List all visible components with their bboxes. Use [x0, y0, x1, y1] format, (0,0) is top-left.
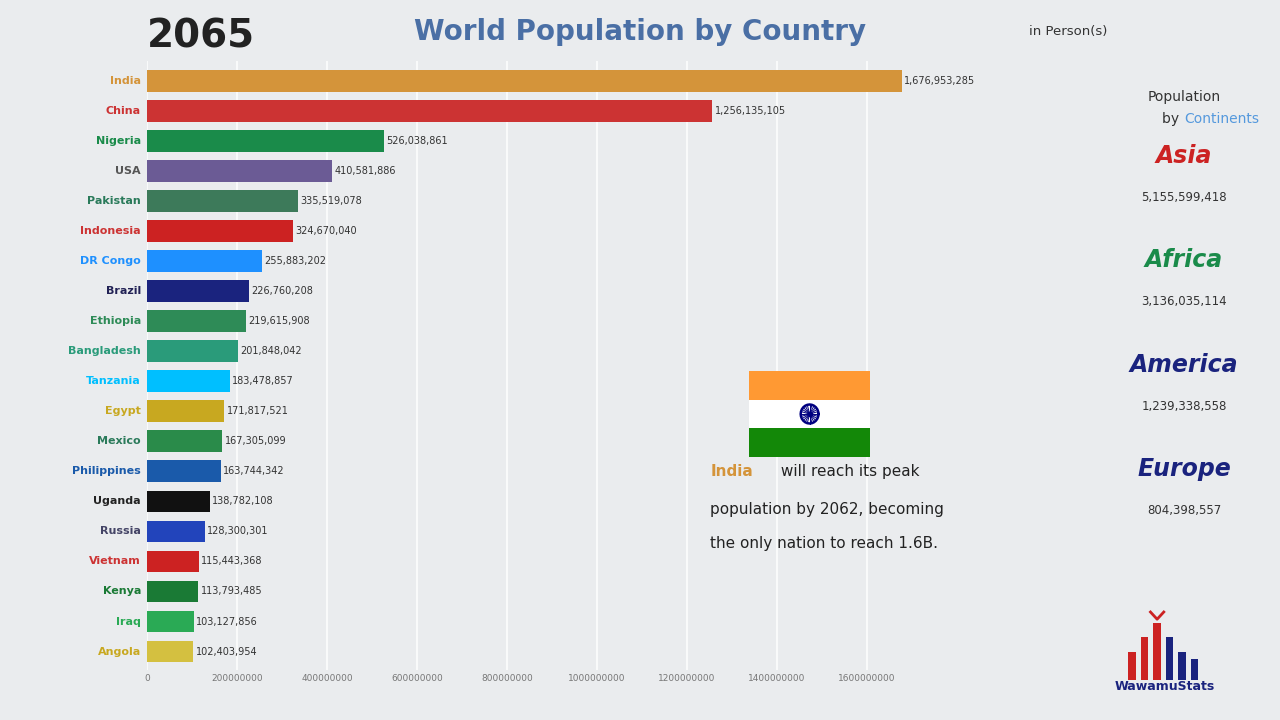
Text: 115,443,368: 115,443,368 [201, 557, 262, 567]
Bar [147, 580, 198, 603]
Bar [147, 400, 224, 422]
Bar [147, 310, 246, 332]
Text: India: India [110, 76, 141, 86]
Text: Tanzania: Tanzania [86, 376, 141, 386]
Text: Uganda: Uganda [93, 496, 141, 506]
Bar [1166, 637, 1174, 680]
Text: 201,848,042: 201,848,042 [241, 346, 302, 356]
Text: 255,883,202: 255,883,202 [265, 256, 326, 266]
Text: 1,239,338,558: 1,239,338,558 [1142, 400, 1226, 413]
Text: Europe: Europe [1137, 457, 1231, 481]
Bar [147, 130, 384, 152]
Text: Philippines: Philippines [72, 467, 141, 477]
Text: 103,127,856: 103,127,856 [196, 616, 257, 626]
Text: 171,817,521: 171,817,521 [227, 406, 288, 416]
Text: 167,305,099: 167,305,099 [225, 436, 287, 446]
Text: population by 2062, becoming: population by 2062, becoming [710, 502, 945, 517]
Text: 183,478,857: 183,478,857 [232, 376, 293, 386]
Bar [1153, 623, 1161, 680]
Text: Egypt: Egypt [105, 406, 141, 416]
Text: Vietnam: Vietnam [90, 557, 141, 567]
Bar [147, 461, 221, 482]
Bar [147, 370, 229, 392]
Text: 1,676,953,285: 1,676,953,285 [904, 76, 975, 86]
Bar [147, 100, 712, 122]
Bar [147, 160, 332, 181]
Text: 2065: 2065 [147, 18, 255, 56]
Text: Continents: Continents [1184, 112, 1260, 125]
Text: 410,581,886: 410,581,886 [334, 166, 396, 176]
Text: World Population by Country: World Population by Country [413, 18, 867, 46]
Bar [749, 428, 870, 457]
Bar [1190, 659, 1198, 680]
Text: WawamuStats: WawamuStats [1115, 680, 1215, 693]
Text: 804,398,557: 804,398,557 [1147, 504, 1221, 517]
Text: 163,744,342: 163,744,342 [223, 467, 284, 477]
Text: Iraq: Iraq [116, 616, 141, 626]
Text: by: by [1162, 112, 1184, 125]
Text: India: India [710, 464, 753, 480]
Text: Pakistan: Pakistan [87, 196, 141, 206]
Text: Kenya: Kenya [102, 587, 141, 596]
Bar [749, 400, 870, 428]
Text: Mexico: Mexico [97, 436, 141, 446]
Text: Asia: Asia [1156, 144, 1212, 168]
Text: Ethiopia: Ethiopia [90, 316, 141, 326]
Text: the only nation to reach 1.6B.: the only nation to reach 1.6B. [710, 536, 938, 552]
Bar [147, 490, 210, 512]
Text: 128,300,301: 128,300,301 [207, 526, 269, 536]
Bar [147, 190, 298, 212]
Bar [147, 521, 205, 542]
Text: Angola: Angola [97, 647, 141, 657]
Text: 102,403,954: 102,403,954 [196, 647, 257, 657]
Bar [147, 220, 293, 242]
Bar [1140, 637, 1148, 680]
Text: 1,256,135,105: 1,256,135,105 [714, 106, 786, 116]
Text: America: America [1130, 353, 1238, 377]
Bar [147, 431, 223, 452]
Text: 138,782,108: 138,782,108 [212, 496, 274, 506]
Bar [749, 371, 870, 400]
Text: Africa: Africa [1144, 248, 1224, 272]
Bar [147, 611, 193, 632]
Bar [1129, 652, 1135, 680]
Text: Bangladesh: Bangladesh [68, 346, 141, 356]
Bar [1179, 652, 1185, 680]
Bar [147, 551, 200, 572]
Bar [147, 280, 250, 302]
Text: Indonesia: Indonesia [81, 226, 141, 236]
Text: 113,793,485: 113,793,485 [201, 587, 262, 596]
Text: China: China [106, 106, 141, 116]
Text: 219,615,908: 219,615,908 [248, 316, 310, 326]
Text: Brazil: Brazil [106, 286, 141, 296]
Bar [147, 250, 262, 272]
Text: in Person(s): in Person(s) [1029, 25, 1107, 38]
Text: Russia: Russia [100, 526, 141, 536]
Bar [147, 341, 238, 362]
Bar [147, 70, 901, 91]
Text: 335,519,078: 335,519,078 [301, 196, 362, 206]
Text: Population: Population [1147, 90, 1221, 104]
Text: 3,136,035,114: 3,136,035,114 [1142, 295, 1226, 308]
Bar [147, 641, 193, 662]
Text: 324,670,040: 324,670,040 [296, 226, 357, 236]
Text: USA: USA [115, 166, 141, 176]
Text: DR Congo: DR Congo [81, 256, 141, 266]
Text: will reach its peak: will reach its peak [776, 464, 919, 480]
Text: 526,038,861: 526,038,861 [387, 136, 448, 146]
Text: Nigeria: Nigeria [96, 136, 141, 146]
Text: 5,155,599,418: 5,155,599,418 [1142, 191, 1226, 204]
Text: 226,760,208: 226,760,208 [251, 286, 314, 296]
